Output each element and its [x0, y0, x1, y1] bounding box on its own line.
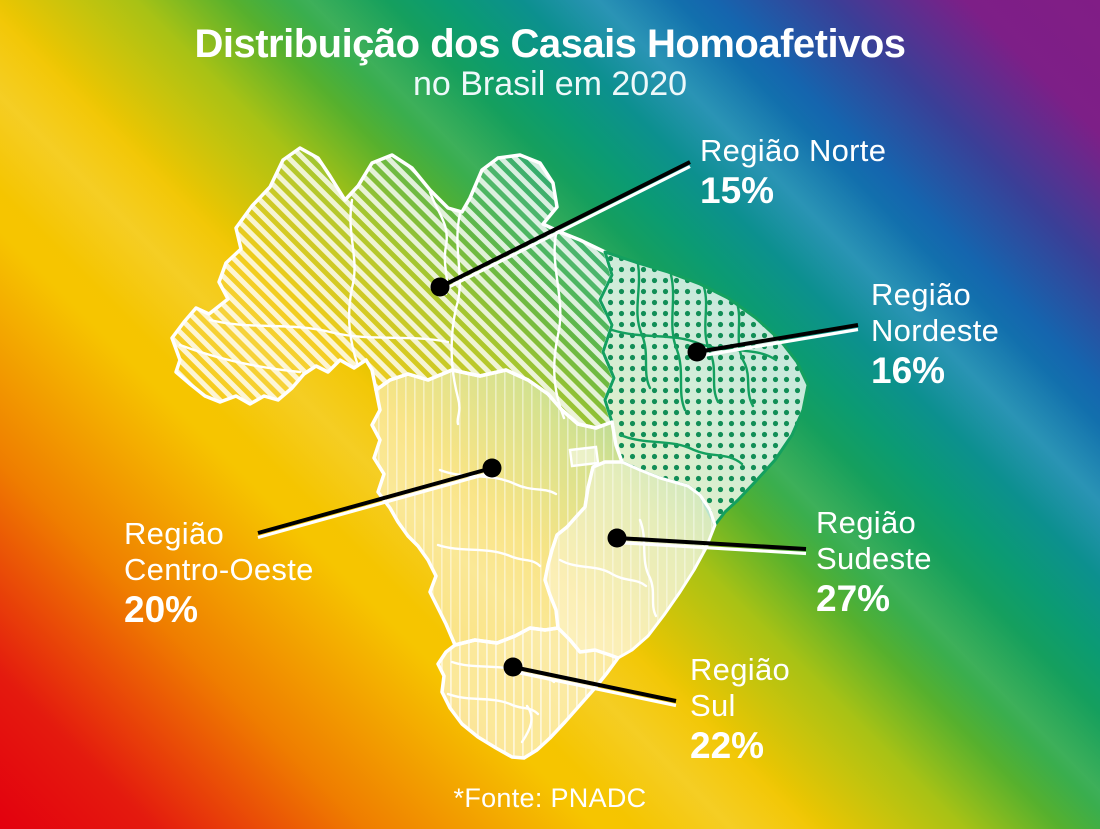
callout-nordeste: Região Nordeste 16%: [871, 277, 999, 393]
callout-sudeste-name-2: Sudeste: [816, 541, 932, 576]
callout-lines-casing: [257, 165, 859, 708]
callout-sul-name-2: Sul: [690, 688, 736, 723]
callout-marker-dots: [430, 277, 707, 677]
state-borders-sudeste: [558, 518, 658, 618]
callout-norte: Região Norte 15%: [700, 133, 886, 213]
map-region-sul: [436, 626, 620, 760]
callout-centro-oeste: Região Centro-Oeste 20%: [124, 516, 314, 632]
marker-dot-nordeste: [687, 342, 707, 362]
state-borders-nordeste: [610, 262, 778, 466]
callout-nordeste-name-2: Nordeste: [871, 313, 1000, 348]
marker-dot-norte: [430, 277, 450, 297]
marker-dot-centro-oeste: [482, 458, 502, 478]
callout-centro-oeste-name-1: Região: [124, 516, 225, 551]
callout-nordeste-value: 16%: [871, 350, 946, 391]
callout-centro-oeste-value: 20%: [124, 589, 199, 630]
callout-sudeste-value: 27%: [816, 578, 891, 619]
leader-line-centro-oeste: [257, 466, 493, 535]
state-borders-norte: [178, 190, 566, 426]
leader-line-sudeste: [616, 536, 807, 551]
callout-sudeste-name-1: Região: [816, 505, 917, 540]
callout-norte-name: Região Norte: [700, 133, 887, 168]
callout-centro-oeste-name-2: Centro-Oeste: [124, 552, 314, 587]
callout-lines: [257, 160, 859, 703]
callout-sul-name-1: Região: [690, 652, 791, 687]
map-region-nordeste: [598, 250, 810, 527]
callout-sul: Região Sul 22%: [690, 652, 790, 768]
marker-dot-sul: [503, 657, 523, 677]
infographic-title: Distribuição dos Casais Homoafetivos no …: [0, 22, 1100, 102]
callout-sudeste: Região Sudeste 27%: [816, 505, 932, 621]
source-note: *Fonte: PNADC: [453, 783, 647, 813]
leader-line-nordeste: [696, 323, 859, 354]
callout-nordeste-name-1: Região: [871, 277, 972, 312]
callout-norte-value: 15%: [700, 170, 775, 211]
page-subtitle: no Brasil em 2020: [412, 65, 688, 103]
leader-line-sul: [512, 665, 677, 703]
df-square: [568, 445, 600, 468]
marker-dot-sudeste: [607, 528, 627, 548]
page-title: Distribuição dos Casais Homoafetivos: [194, 22, 906, 66]
leader-line-norte: [439, 160, 691, 289]
callout-sul-value: 22%: [690, 725, 765, 766]
